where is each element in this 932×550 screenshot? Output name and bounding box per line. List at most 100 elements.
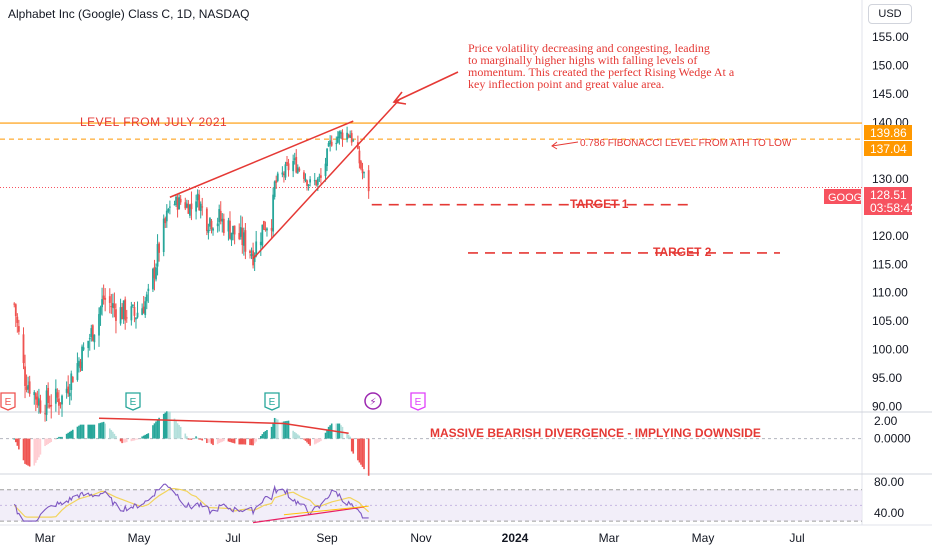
candle-body (275, 180, 278, 183)
candle-body (147, 288, 150, 292)
macd-bar (346, 432, 348, 439)
candle-body (179, 198, 182, 203)
candle-body (78, 360, 80, 367)
macd-bar (347, 434, 350, 439)
candle-body (336, 136, 339, 143)
candle-body (124, 299, 127, 321)
macd-bar (207, 438, 210, 443)
chart-title: Alphabet Inc (Google) Class C, 1D, NASDA… (8, 7, 250, 21)
candle-body (201, 206, 204, 208)
wedge-note-line: key inflection point and great value are… (468, 77, 664, 91)
candle-body (324, 163, 327, 177)
candle-body (249, 250, 251, 254)
macd-bar (76, 426, 79, 439)
candle-body (264, 229, 267, 231)
rsi-trendline-upper (283, 505, 369, 516)
macd-bar (313, 438, 316, 445)
macd-bar (36, 438, 39, 461)
candle-body (272, 194, 275, 232)
macd-bar (110, 430, 113, 439)
macd-bar (227, 438, 230, 442)
candle-body (303, 172, 305, 179)
split-icon[interactable]: ⚡ (364, 392, 382, 410)
macd-bar (48, 438, 51, 443)
macd-bar (260, 435, 262, 439)
candle-body (360, 161, 362, 169)
rsi-ma-line (13, 488, 370, 518)
candle-body (253, 255, 256, 262)
macd-bar (18, 438, 20, 450)
macd-bar (303, 438, 305, 440)
macd-bar (189, 438, 191, 440)
currency-button[interactable]: USD (868, 4, 912, 24)
candle-body (65, 388, 68, 393)
x-axis-tick-label: Mar (35, 531, 56, 545)
ticker-tag: GOOG (824, 189, 862, 204)
candle-body (270, 227, 273, 231)
candle-body (156, 244, 159, 267)
macd-bar (184, 433, 187, 439)
candle-body (87, 340, 90, 348)
wedge-note-line: to marginally higher highs with falling … (468, 53, 697, 67)
macd-bar (119, 438, 122, 442)
macd-bar (125, 438, 128, 443)
candle-body (244, 230, 247, 252)
macd-bar (363, 438, 365, 470)
macd-bar (210, 438, 213, 444)
svg-text:⚡: ⚡ (369, 397, 376, 408)
note-arrow (393, 71, 459, 103)
rsi-tick-label: 40.00 (874, 506, 904, 520)
macd-bar (38, 438, 40, 458)
macd-bar (244, 438, 247, 445)
x-axis-tick-label: May (692, 531, 715, 545)
earnings-icon[interactable]: E (264, 392, 280, 411)
rsi-line (13, 483, 369, 522)
macd-bar (358, 438, 361, 463)
macd-bar (186, 436, 188, 439)
svg-text:E: E (269, 397, 276, 408)
candle-body (250, 254, 253, 257)
candle-body (286, 162, 288, 165)
earnings-icon[interactable]: E (410, 392, 426, 411)
macd-bar (59, 436, 62, 439)
macd-bar (272, 422, 274, 439)
macd-bar (329, 425, 331, 439)
y-axis-tick-label: 95.00 (872, 371, 902, 385)
candle-body (115, 309, 117, 321)
wedge-lower-trendline (252, 99, 401, 260)
macd-bar (55, 438, 57, 440)
y-axis-tick-label: 110.00 (872, 286, 908, 300)
macd-bar (70, 430, 73, 439)
macd-bar (67, 432, 69, 439)
candle-body (199, 203, 202, 211)
earnings-icon[interactable]: E (0, 392, 16, 411)
macd-bar (209, 438, 211, 443)
candle-body (341, 132, 344, 140)
macd-tick-label: 2.00 (874, 414, 898, 428)
macd-bar (22, 438, 25, 461)
candle-body (141, 308, 144, 315)
candle-body (82, 347, 85, 350)
macd-bar (212, 438, 214, 446)
macd-bar (39, 438, 42, 455)
candle-body (205, 208, 208, 232)
macd-bar (263, 432, 265, 439)
candle-body (262, 220, 265, 230)
macd-bar (45, 438, 48, 446)
svg-text:E: E (5, 397, 12, 408)
candle-body (212, 228, 214, 231)
candle-body (121, 306, 124, 320)
candle-body (352, 140, 355, 142)
macd-bar (167, 411, 170, 439)
candle-body (219, 210, 222, 222)
earnings-icon[interactable]: E (125, 392, 141, 411)
divergence-label: MASSIVE BEARISH DIVERGENCE - IMPLYING DO… (430, 426, 761, 440)
candle-body (122, 300, 125, 320)
candle-body (145, 294, 148, 302)
rsi-tick-label: 80.00 (874, 475, 904, 489)
macd-bar (155, 421, 157, 439)
macd-bar (79, 424, 82, 439)
macd-bar (243, 438, 245, 445)
x-axis-tick-label: Nov (410, 531, 431, 545)
